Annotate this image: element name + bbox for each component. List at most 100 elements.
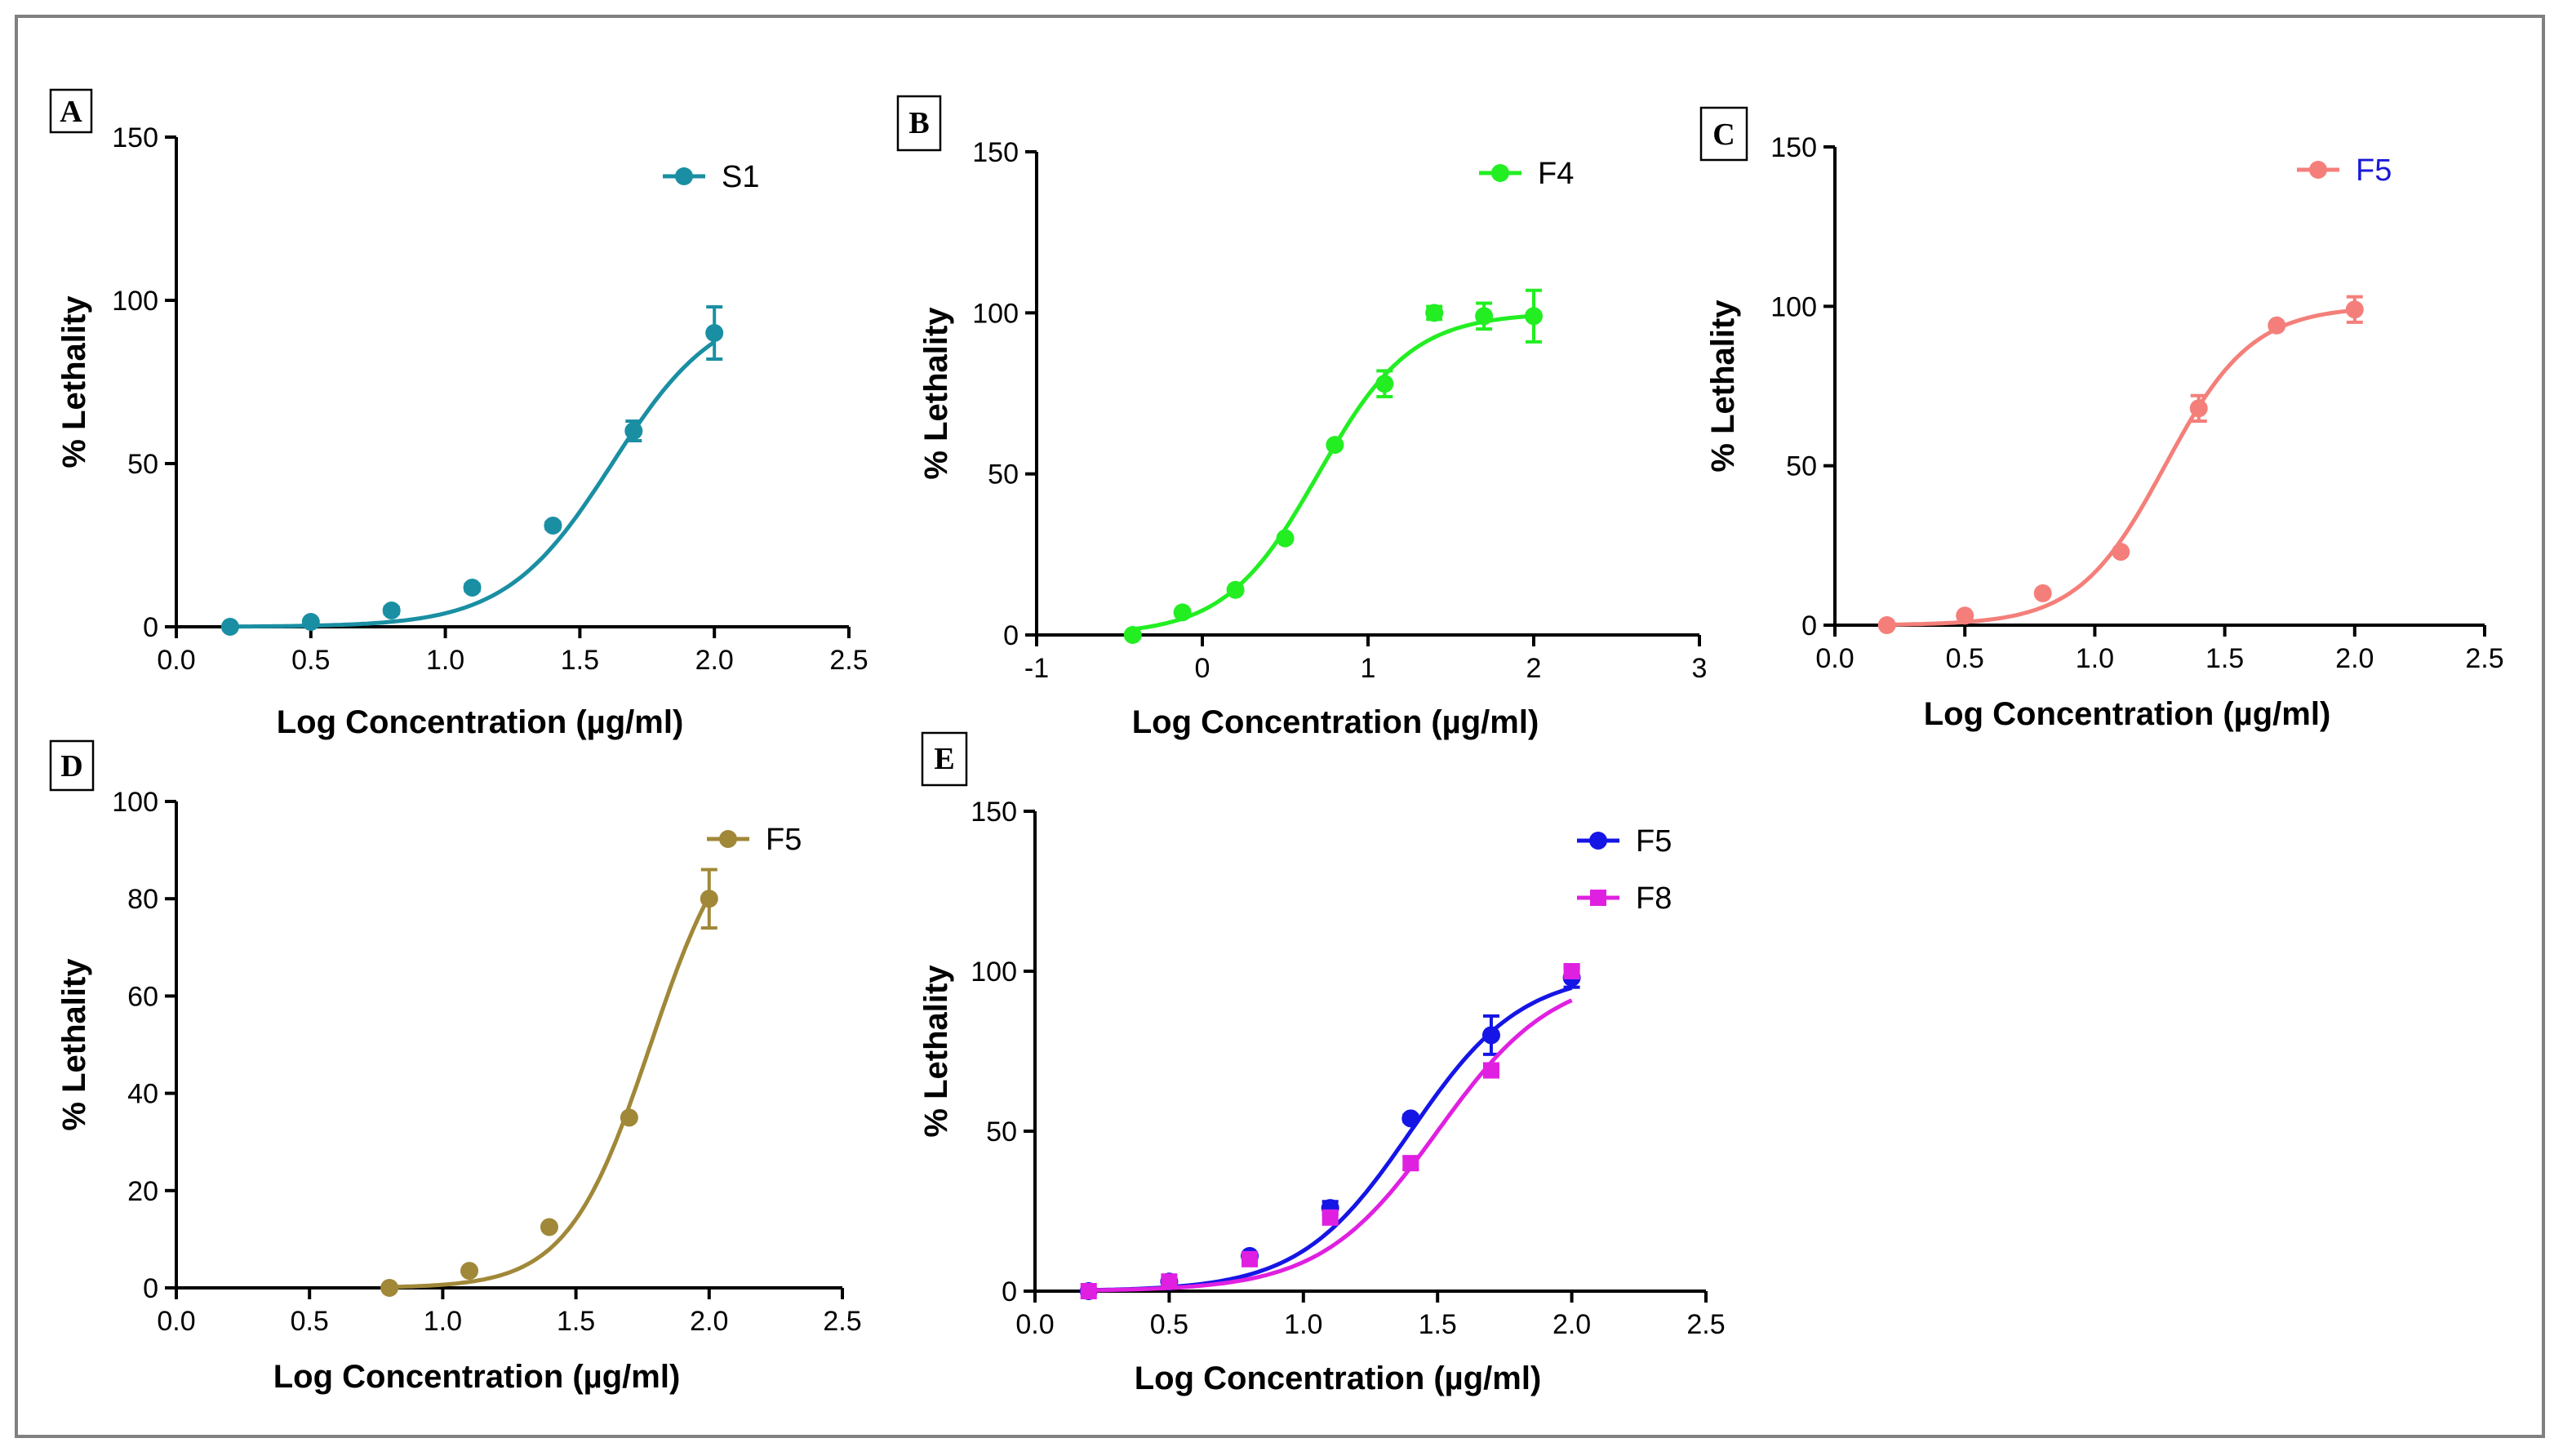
panel-d-x-tick-label: 2.0	[690, 1306, 728, 1337]
panel-e-x-axis-label: Log Concentration (µg/ml)	[1135, 1361, 1542, 1396]
panel-b-f4-legend-label: F4	[1538, 157, 1574, 191]
panel-d-y-tick-label: 80	[127, 884, 158, 915]
panel-b-x-axis-label: Log Concentration (µg/ml)	[1132, 704, 1539, 740]
panel-d-y-tick-label: 20	[127, 1176, 158, 1207]
panel-e-f5-legend-marker	[1589, 832, 1607, 850]
panel-c-f5-point	[2033, 584, 2052, 602]
panel-b-x-tick-label: 1	[1361, 653, 1376, 684]
panel-e-y-axis-label: % Lethality	[918, 965, 954, 1138]
panel-c-x-tick-label: 2.0	[2335, 643, 2374, 674]
panel-c-y-axis-label: % Lethality	[1705, 300, 1741, 473]
panel-e-y-tick-label: 0	[1002, 1276, 1017, 1307]
panel-c-f5-point	[1877, 616, 1896, 634]
panel-c-x-tick-label: 0.5	[1946, 643, 1984, 674]
panel-e-x-tick-label: 2.5	[1686, 1309, 1725, 1340]
panel-e-f8-point	[1563, 963, 1580, 979]
panel-c-f5-point	[2345, 300, 2364, 319]
panel-c: C 0.0 0.5 1.0 1.5 2.0 2.5 0 50 100 150 Log Concent…	[1699, 106, 2504, 732]
panel-a-x-tick-label: 0.5	[291, 645, 330, 676]
panel-b-f4-point	[1326, 436, 1344, 455]
panel-b-x-tick-label: -1	[1024, 653, 1049, 684]
panel-d-x-tick-label: 0.5	[291, 1306, 329, 1337]
panel-b-x-tick-label: 2	[1526, 653, 1542, 684]
panel-e-x-tick-label: 0.0	[1015, 1309, 1054, 1340]
panel-c-f5-point	[2189, 399, 2208, 418]
panel-a-y-tick-label: 50	[127, 449, 158, 480]
panel-e-x-tick-label: 1.0	[1284, 1309, 1322, 1340]
panel-e-f8-point	[1242, 1250, 1259, 1267]
panel-a-y-tick-label: 150	[112, 122, 158, 153]
panel-c-label: C	[1712, 118, 1735, 152]
panel-a-x-tick-label: 0.0	[157, 645, 195, 676]
panel-a-y-tick-label: 100	[112, 286, 158, 317]
panel-d-x-tick-label: 1.0	[424, 1306, 462, 1337]
panel-e-y-tick-label: 150	[971, 797, 1017, 828]
panel-a-s1-point	[544, 517, 562, 535]
panel-e-x-tick-label: 2.0	[1552, 1309, 1591, 1340]
panel-d-f5-point	[540, 1218, 558, 1236]
panel-e-f8-legend-label: F8	[1636, 881, 1672, 916]
panel-a-s1-point	[382, 601, 401, 619]
panel-d-label: D	[60, 749, 82, 783]
panel-e-f8-point	[1482, 1062, 1499, 1079]
panel-e-f5-legend-label: F5	[1636, 824, 1672, 859]
panel-a-plot: 0.0 0.5 1.0 1.5 2.0 2.5 0 50 100 150 Log Concentra…	[56, 122, 868, 740]
panel-c-f5-legend-label: F5	[2356, 153, 2392, 188]
panel-d-f5-legend-marker	[719, 830, 737, 848]
panel-b-f4-legend-marker	[1491, 164, 1509, 182]
panel-d-x-tick-label: 1.5	[557, 1306, 595, 1337]
panel-c-f5-point	[2112, 543, 2130, 562]
panel-e-f8-legend-marker	[1590, 890, 1606, 906]
panel-e-label: E	[934, 742, 954, 776]
panel-e-f5-point	[1481, 1026, 1500, 1045]
panel-b-x-tick-label: 0	[1195, 653, 1210, 684]
panel-a-s1-legend-label: S1	[722, 160, 759, 194]
panel-b-f4-point	[1123, 626, 1142, 644]
panel-b-y-tick-label: 150	[972, 137, 1019, 168]
panel-c-y-tick-label: 50	[1786, 451, 1817, 482]
panel-d-y-tick-label: 100	[112, 787, 158, 818]
panel-d-f5-point	[380, 1279, 399, 1297]
panel-d-x-tick-label: 2.5	[823, 1306, 861, 1337]
panel-a-y-tick-label: 0	[143, 612, 158, 643]
panel-d-y-tick-label: 40	[127, 1079, 158, 1110]
panel-c-y-tick-label: 100	[1770, 291, 1817, 322]
panel-a-y-axis-label: % Lethality	[56, 295, 92, 468]
panel-d-f5-point	[620, 1108, 638, 1127]
panel-b-f4-point	[1425, 304, 1444, 322]
panel-b-y-tick-label: 100	[972, 298, 1019, 329]
panel-d: D 0.0 0.5 1.0 1.5 2.0 2.5 0 20 40 60 80 100 Log Conc…	[49, 739, 862, 1395]
panel-e-f8-fit-curve	[1088, 998, 1573, 1293]
panel-b-f4-point	[1173, 603, 1192, 622]
panel-a: A 0.0 0.5 1.0 1.5 2.0 2.5 0 50 100 150 Log Concent…	[49, 88, 868, 740]
panel-e-f8-point	[1321, 1209, 1339, 1226]
panel-a-s1-legend-marker	[675, 167, 693, 185]
panel-b-y-tick-label: 50	[988, 459, 1019, 491]
panel-a-x-tick-label: 1.5	[561, 645, 599, 676]
panel-d-x-axis-label: Log Concentration (µg/ml)	[273, 1359, 681, 1395]
panel-b-label: B	[908, 106, 929, 140]
panel-a-x-tick-label: 2.0	[695, 645, 734, 676]
panel-e-x-tick-label: 0.5	[1150, 1309, 1188, 1340]
panel-d-label-box	[49, 739, 95, 792]
panel-c-x-tick-label: 1.5	[2205, 643, 2244, 674]
panel-b-f4-point	[1525, 307, 1543, 326]
panel-c-label-box	[1699, 106, 1748, 162]
panel-c-x-axis-label: Log Concentration (µg/ml)	[1924, 696, 2331, 732]
panel-a-s1-point	[705, 324, 724, 342]
panel-b-y-tick-label: 0	[1003, 620, 1019, 651]
panel-d-f5-point	[700, 890, 718, 908]
panel-a-s1-point	[301, 613, 320, 631]
panel-c-x-tick-label: 0.0	[1815, 643, 1854, 674]
panel-a-x-tick-label: 1.0	[426, 645, 464, 676]
panel-b-f4-point	[1375, 375, 1394, 393]
panel-b-x-tick-label: 3	[1692, 653, 1708, 684]
panel-b-f4-point	[1226, 580, 1245, 599]
panel-d-x-tick-label: 0.0	[157, 1306, 195, 1337]
panel-e-y-tick-label: 100	[971, 957, 1017, 988]
figure-border	[15, 15, 2545, 1438]
panel-d-f5-point	[460, 1262, 479, 1281]
panel-b-f4-fit-curve	[1132, 313, 1535, 632]
panel-c-y-tick-label: 0	[1801, 610, 1817, 641]
